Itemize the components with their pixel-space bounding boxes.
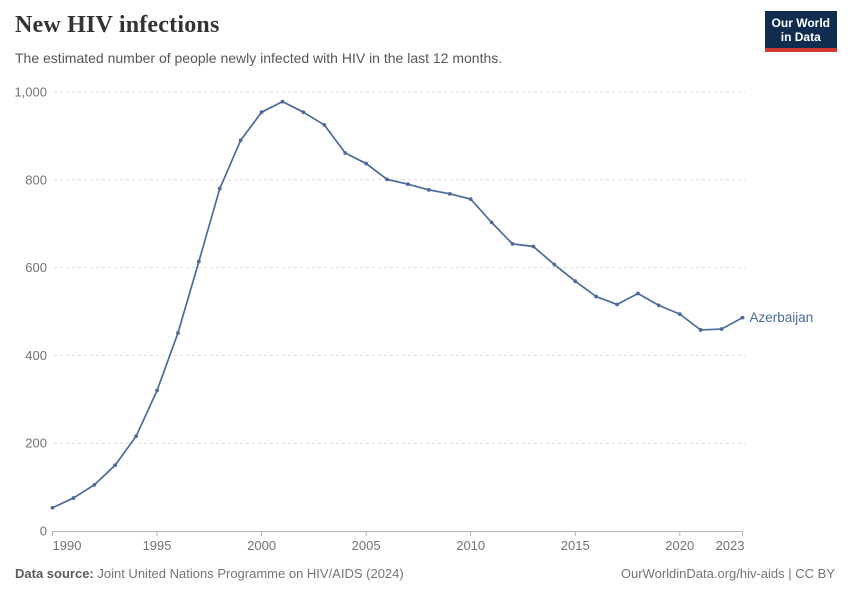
data-point xyxy=(155,388,159,393)
data-point xyxy=(71,496,76,500)
footer-credit-link[interactable]: OurWorldinData.org/hiv-aids | CC BY xyxy=(620,566,835,581)
y-tick-label: 0 xyxy=(40,524,47,539)
data-point xyxy=(594,294,599,299)
data-source: Data source: Joint United Nations Progra… xyxy=(15,566,404,581)
entity-label: Azerbaijan xyxy=(750,310,814,325)
data-point xyxy=(531,244,536,249)
chart-footer: Data source: Joint United Nations Progra… xyxy=(15,566,835,581)
data-point xyxy=(489,220,494,225)
y-tick-label: 800 xyxy=(25,172,47,187)
page-title: New HIV infections xyxy=(15,12,220,38)
data-source-label: Data source: xyxy=(15,566,94,581)
data-point xyxy=(385,177,389,182)
data-point xyxy=(322,123,327,127)
data-point xyxy=(656,303,661,308)
data-point xyxy=(468,197,473,202)
data-point xyxy=(573,279,578,284)
x-tick-label: 1995 xyxy=(143,538,172,553)
data-point xyxy=(113,463,118,468)
data-line xyxy=(51,100,744,509)
y-tick-label: 1,000 xyxy=(14,85,47,100)
data-point xyxy=(636,291,640,296)
y-tick-label: 200 xyxy=(25,436,47,451)
data-point xyxy=(259,110,264,115)
data-point xyxy=(301,110,306,115)
x-tick-label: 2000 xyxy=(247,538,276,553)
x-tick-label: 2020 xyxy=(665,538,694,553)
y-tick-label: 600 xyxy=(25,260,47,275)
data-point xyxy=(406,182,410,187)
owid-logo[interactable]: Our World in Data xyxy=(764,11,837,52)
data-point xyxy=(196,259,201,264)
data-point xyxy=(426,187,431,192)
x-tick-label: 1990 xyxy=(53,538,82,553)
owid-logo-line2: in Data xyxy=(780,30,821,44)
data-point xyxy=(364,161,369,166)
x-tick-label: 2015 xyxy=(561,538,590,553)
x-tick-label: 2023 xyxy=(716,538,745,553)
page-subtitle: The estimated number of people newly inf… xyxy=(15,50,503,66)
data-point xyxy=(552,262,557,267)
y-tick-label: 400 xyxy=(25,348,47,363)
data-point xyxy=(280,99,285,104)
x-tick-label: 2010 xyxy=(456,538,485,553)
data-point xyxy=(740,315,745,320)
data-point xyxy=(238,138,243,143)
data-point xyxy=(50,505,55,510)
data-point xyxy=(615,302,619,307)
data-point xyxy=(447,191,452,196)
data-point xyxy=(510,241,515,246)
data-point xyxy=(176,331,180,335)
data-point xyxy=(217,186,222,191)
data-source-text: Joint United Nations Programme on HIV/AI… xyxy=(93,566,404,581)
data-point xyxy=(92,483,97,487)
data-point xyxy=(134,434,139,439)
data-point xyxy=(343,151,348,155)
x-tick-label: 2005 xyxy=(352,538,381,553)
data-point xyxy=(677,312,682,317)
data-point xyxy=(719,327,724,331)
data-point xyxy=(698,328,703,332)
owid-logo-line1: Our World xyxy=(771,16,830,30)
